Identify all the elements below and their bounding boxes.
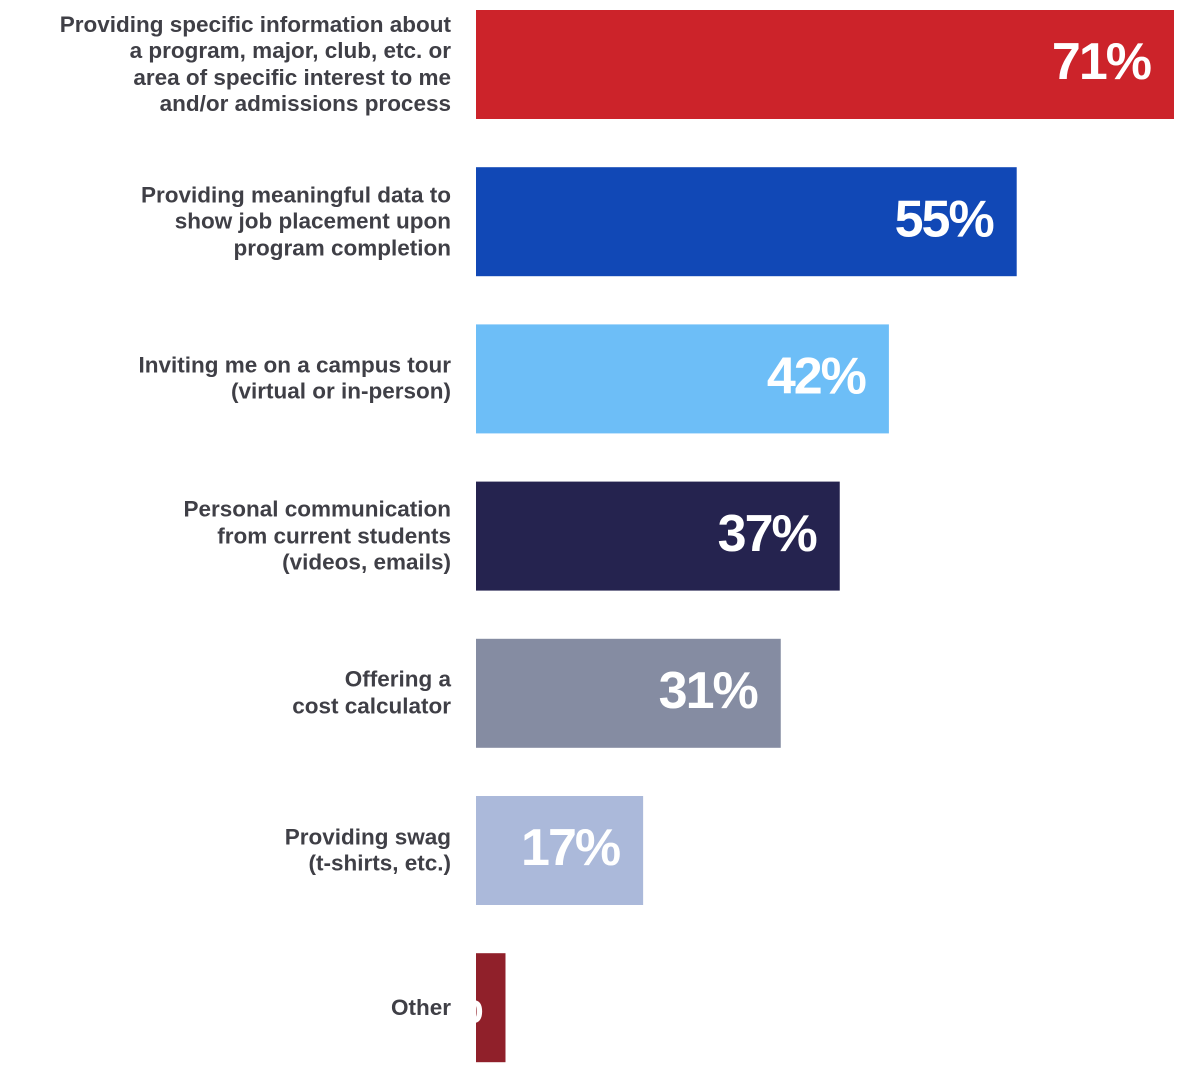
category-label-line: Personal communication	[183, 496, 451, 522]
category-label-line: (videos, emails)	[282, 549, 451, 575]
category-label-line: Providing swag	[284, 824, 451, 849]
value-label-1: 71%	[1052, 33, 1151, 91]
category-label-line: show job placement upon	[174, 208, 451, 234]
value-label-7: 3%	[410, 976, 482, 1034]
value-label-4: 37%	[718, 505, 817, 563]
category-label-line: Inviting me on a campus tour	[138, 352, 451, 378]
category-label-line: (virtual or in-person)	[230, 378, 451, 404]
category-label-1: Providing specific information about a pr…	[1, 12, 451, 118]
category-label-line: Offering a	[344, 666, 451, 692]
category-label-4: Personal communication from current stude…	[1, 496, 451, 576]
bar-7	[476, 953, 506, 1063]
category-label-line: cost calculator	[292, 693, 451, 719]
category-label-line: Other	[390, 994, 451, 1020]
category-label-2: Providing meaningful data to show job pla…	[1, 182, 451, 262]
value-label-2: 55%	[895, 190, 994, 248]
category-label-3: Inviting me on a campus tour (virtual or …	[1, 352, 451, 405]
bar-5	[476, 638, 781, 748]
value-label-3: 42%	[767, 348, 866, 406]
category-label-line: a program, major, club, etc. or	[129, 38, 451, 63]
category-label-line: (t-shirts, etc.)	[308, 850, 451, 876]
category-label-line: program completion	[233, 234, 451, 260]
bar-2	[476, 167, 1017, 277]
bar-1	[476, 10, 1174, 119]
category-label-line: area of specific interest to me	[133, 64, 451, 90]
bar-6	[476, 796, 644, 905]
value-label-6: 17%	[521, 819, 620, 877]
category-label-7: Other	[1, 994, 451, 1021]
category-label-line: Providing specific information about	[59, 11, 451, 37]
category-label-line: Providing meaningful data to	[140, 181, 451, 207]
category-label-6: Providing swag (t-shirts, etc.)	[1, 824, 451, 877]
bar-3	[476, 324, 889, 434]
value-label-5: 31%	[659, 662, 758, 720]
category-label-5: Offering a cost calculator	[1, 667, 451, 720]
category-label-line: from current students	[217, 522, 451, 548]
bar-4	[476, 481, 840, 591]
category-label-line: and/or admissions process	[159, 91, 451, 116]
